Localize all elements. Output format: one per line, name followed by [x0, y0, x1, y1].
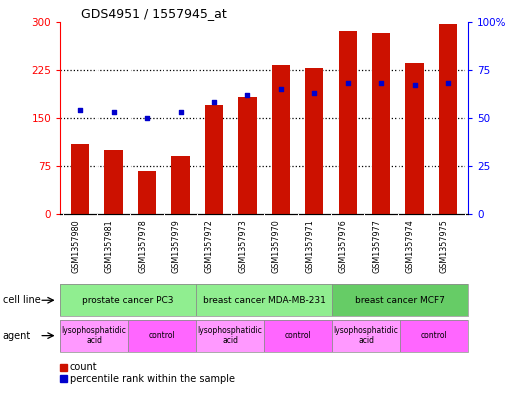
Point	[377, 80, 385, 86]
Bar	[196, 284, 332, 316]
Bar	[372, 33, 390, 214]
Bar	[60, 375, 67, 382]
Text: GSM1357975: GSM1357975	[439, 220, 448, 274]
Bar	[238, 97, 257, 214]
Bar	[338, 31, 357, 214]
Point	[310, 90, 319, 96]
Bar	[60, 320, 128, 352]
Point	[444, 80, 452, 86]
Bar	[400, 320, 468, 352]
Text: control: control	[285, 331, 312, 340]
Bar	[71, 143, 89, 214]
Bar	[60, 284, 196, 316]
Text: GSM1357980: GSM1357980	[71, 220, 80, 273]
Text: lysophosphatidic
acid: lysophosphatidic acid	[198, 326, 263, 345]
Bar	[128, 320, 196, 352]
Bar	[105, 150, 123, 214]
Text: GDS4951 / 1557945_at: GDS4951 / 1557945_at	[81, 7, 226, 20]
Bar	[439, 24, 457, 214]
Text: breast cancer MDA-MB-231: breast cancer MDA-MB-231	[203, 296, 325, 305]
Text: GSM1357981: GSM1357981	[105, 220, 113, 273]
Text: lysophosphatidic
acid: lysophosphatidic acid	[334, 326, 399, 345]
Text: GSM1357977: GSM1357977	[372, 220, 381, 274]
Text: agent: agent	[3, 331, 31, 341]
Text: GSM1357974: GSM1357974	[405, 220, 415, 273]
Text: lysophosphatidic
acid: lysophosphatidic acid	[62, 326, 127, 345]
Point	[243, 92, 252, 98]
Bar	[332, 284, 468, 316]
Text: GSM1357972: GSM1357972	[205, 220, 214, 274]
Text: GSM1357978: GSM1357978	[138, 220, 147, 273]
Bar	[138, 171, 156, 214]
Point	[109, 109, 118, 115]
Point	[210, 99, 218, 106]
Text: breast cancer MCF7: breast cancer MCF7	[355, 296, 445, 305]
Bar	[196, 320, 264, 352]
Text: control: control	[149, 331, 176, 340]
Text: percentile rank within the sample: percentile rank within the sample	[70, 374, 234, 384]
Bar	[332, 320, 400, 352]
Text: GSM1357976: GSM1357976	[339, 220, 348, 273]
Point	[344, 80, 352, 86]
Bar	[205, 105, 223, 214]
Bar	[305, 68, 323, 214]
Text: GSM1357979: GSM1357979	[172, 220, 180, 274]
Point	[143, 115, 151, 121]
Bar	[172, 156, 190, 214]
Point	[76, 107, 84, 113]
Bar	[264, 320, 332, 352]
Text: GSM1357970: GSM1357970	[272, 220, 281, 273]
Text: GSM1357973: GSM1357973	[238, 220, 247, 273]
Text: control: control	[420, 331, 448, 340]
Point	[411, 82, 419, 88]
Text: cell line: cell line	[3, 295, 40, 305]
Bar	[271, 65, 290, 214]
Bar	[405, 63, 424, 214]
Text: prostate cancer PC3: prostate cancer PC3	[83, 296, 174, 305]
Text: count: count	[70, 362, 97, 372]
Point	[277, 86, 285, 92]
Bar	[60, 364, 67, 371]
Point	[176, 109, 185, 115]
Text: GSM1357971: GSM1357971	[305, 220, 314, 273]
